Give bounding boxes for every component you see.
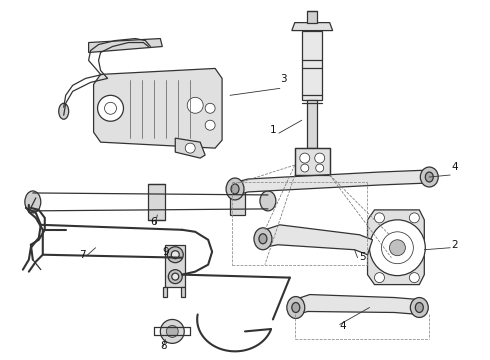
Text: 2: 2: [451, 240, 458, 250]
Polygon shape: [368, 210, 424, 285]
Circle shape: [374, 213, 385, 223]
Bar: [307, 11, 317, 23]
Circle shape: [390, 240, 405, 256]
Ellipse shape: [172, 273, 179, 280]
Text: 4: 4: [451, 162, 458, 172]
Circle shape: [160, 319, 184, 343]
Polygon shape: [148, 184, 165, 220]
Polygon shape: [165, 245, 185, 287]
Polygon shape: [307, 100, 317, 148]
Polygon shape: [230, 187, 245, 215]
Polygon shape: [292, 23, 333, 31]
Ellipse shape: [420, 167, 438, 187]
Polygon shape: [94, 68, 222, 148]
Polygon shape: [293, 294, 419, 315]
Ellipse shape: [231, 184, 239, 194]
Circle shape: [369, 220, 425, 276]
Circle shape: [409, 213, 419, 223]
Circle shape: [104, 102, 117, 114]
Ellipse shape: [226, 178, 244, 200]
Ellipse shape: [25, 191, 41, 213]
Circle shape: [301, 164, 309, 172]
Circle shape: [187, 97, 203, 113]
Circle shape: [374, 273, 385, 283]
Text: 3: 3: [280, 75, 287, 84]
Text: 6: 6: [150, 217, 157, 227]
Polygon shape: [89, 39, 162, 53]
Polygon shape: [175, 138, 205, 158]
Text: 9: 9: [162, 247, 169, 257]
Text: 1: 1: [270, 125, 276, 135]
Text: 4: 4: [340, 321, 346, 332]
Ellipse shape: [425, 172, 433, 182]
Circle shape: [316, 164, 324, 172]
Polygon shape: [233, 170, 429, 196]
Polygon shape: [262, 225, 372, 255]
Ellipse shape: [59, 103, 69, 119]
Circle shape: [98, 95, 123, 121]
Circle shape: [315, 153, 325, 163]
Circle shape: [409, 273, 419, 283]
Ellipse shape: [254, 228, 272, 250]
Ellipse shape: [259, 234, 267, 244]
Circle shape: [205, 103, 215, 113]
Polygon shape: [302, 31, 322, 100]
Ellipse shape: [410, 298, 428, 318]
Circle shape: [185, 143, 195, 153]
Text: 8: 8: [160, 341, 167, 351]
Ellipse shape: [292, 302, 300, 312]
Ellipse shape: [416, 302, 423, 312]
Ellipse shape: [168, 270, 182, 284]
Ellipse shape: [167, 247, 183, 263]
Text: 7: 7: [78, 250, 85, 260]
Circle shape: [300, 153, 310, 163]
Text: 5: 5: [360, 252, 366, 262]
Polygon shape: [295, 148, 330, 175]
Ellipse shape: [287, 297, 305, 319]
Circle shape: [166, 325, 178, 337]
Polygon shape: [163, 287, 167, 297]
Ellipse shape: [172, 251, 179, 259]
Circle shape: [382, 232, 414, 264]
Ellipse shape: [260, 191, 276, 211]
Circle shape: [205, 120, 215, 130]
Polygon shape: [181, 287, 185, 297]
